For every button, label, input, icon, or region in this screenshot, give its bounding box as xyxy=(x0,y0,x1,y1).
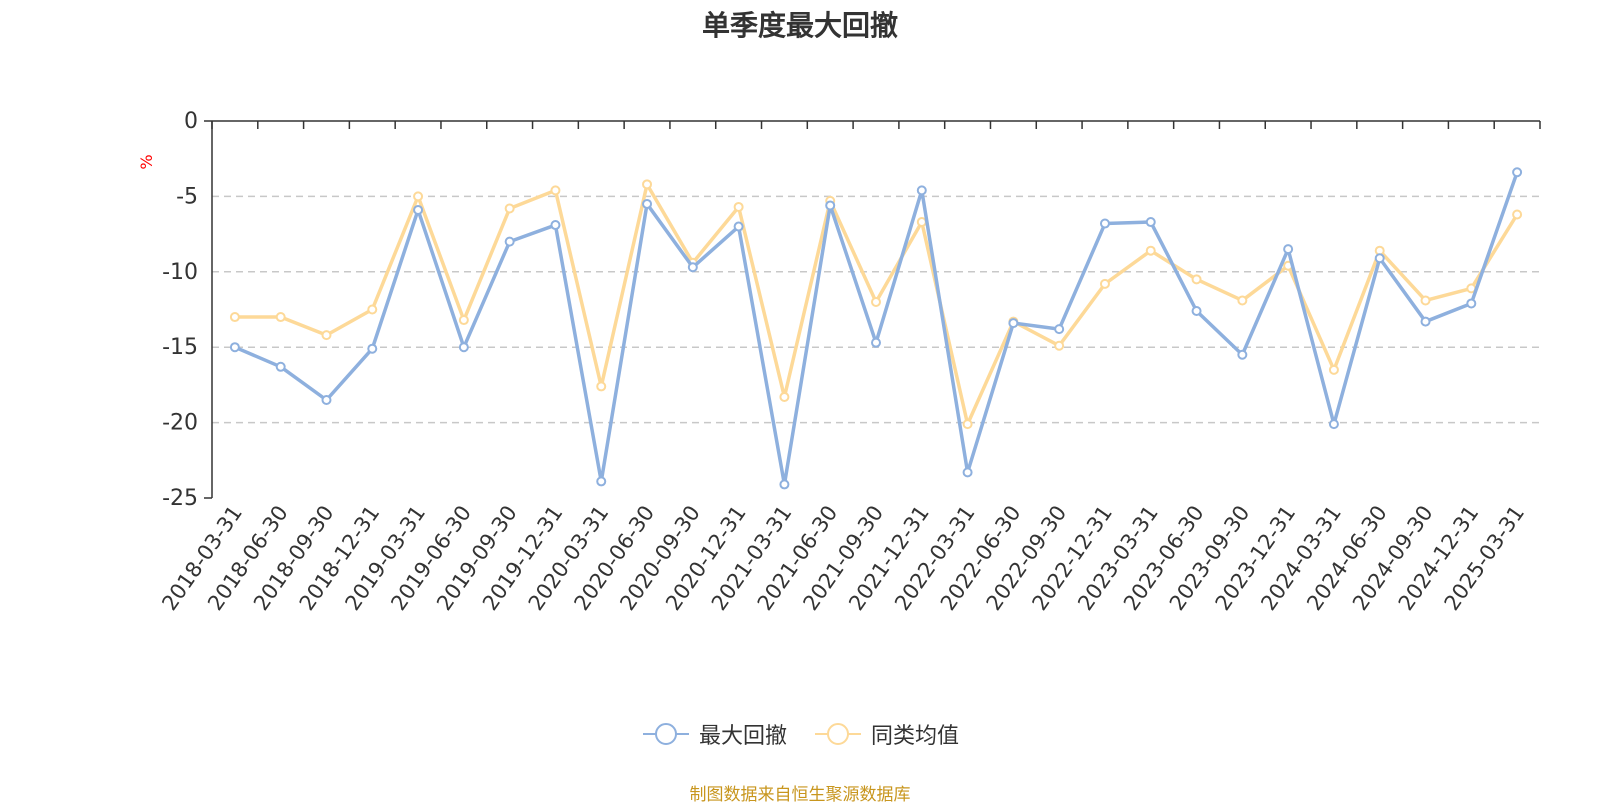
data-point-peer-average xyxy=(504,203,515,214)
data-point-peer-average xyxy=(962,419,973,430)
data-point-drawdown xyxy=(504,236,515,247)
y-tick-label: 0 xyxy=(184,109,198,134)
data-point-drawdown xyxy=(413,204,424,215)
data-point-drawdown xyxy=(1283,244,1294,255)
y-axis-label: % xyxy=(137,154,156,169)
data-point-drawdown xyxy=(1374,253,1385,264)
data-point-peer-average xyxy=(1099,278,1110,289)
data-point-drawdown xyxy=(596,476,607,487)
legend-item-peer-average[interactable]: 同类均值 xyxy=(813,718,959,750)
data-point-peer-average xyxy=(916,217,927,228)
data-point-drawdown xyxy=(1054,324,1065,335)
y-tick-label: -10 xyxy=(162,260,198,285)
data-point-drawdown xyxy=(1099,218,1110,229)
data-point-peer-average xyxy=(458,315,469,326)
data-point-peer-average xyxy=(275,312,286,323)
data-point-peer-average xyxy=(1145,245,1156,256)
data-point-peer-average xyxy=(413,191,424,202)
data-point-drawdown xyxy=(687,262,698,273)
data-point-drawdown xyxy=(825,200,836,211)
data-point-peer-average xyxy=(321,330,332,341)
y-tick-label: -5 xyxy=(176,184,198,209)
data-point-peer-average xyxy=(1237,295,1248,306)
legend: 最大回撤 同类均值 xyxy=(0,718,1600,750)
source-note: 制图数据来自恒生聚源数据库 xyxy=(689,785,911,805)
data-point-drawdown xyxy=(458,342,469,353)
data-point-peer-average xyxy=(1191,274,1202,285)
legend-item-drawdown[interactable]: 最大回撤 xyxy=(641,718,787,750)
legend-marker-peer-average xyxy=(815,723,861,745)
y-tick-label: -20 xyxy=(162,411,198,436)
data-point-drawdown xyxy=(1420,316,1431,327)
data-point-peer-average xyxy=(550,185,561,196)
data-point-peer-average xyxy=(1512,209,1523,220)
data-point-drawdown xyxy=(229,342,240,353)
legend-label-peer-average: 同类均值 xyxy=(871,724,960,749)
data-point-drawdown xyxy=(1008,318,1019,329)
legend-label-drawdown: 最大回撤 xyxy=(698,724,787,749)
data-point-drawdown xyxy=(1237,349,1248,360)
y-tick-label: -15 xyxy=(162,335,198,360)
data-point-drawdown xyxy=(1191,306,1202,317)
data-point-drawdown xyxy=(871,337,881,348)
data-point-drawdown xyxy=(642,198,653,209)
data-point-peer-average xyxy=(871,296,881,307)
data-point-drawdown xyxy=(275,361,286,372)
data-point-peer-average xyxy=(1420,295,1431,306)
data-point-drawdown xyxy=(1328,419,1339,430)
data-point-drawdown xyxy=(962,467,973,478)
data-point-drawdown xyxy=(916,185,927,196)
data-point-drawdown xyxy=(1466,298,1477,309)
data-point-peer-average xyxy=(642,179,653,190)
data-point-peer-average xyxy=(229,312,240,323)
data-point-peer-average xyxy=(779,391,790,402)
data-point-peer-average xyxy=(1328,364,1339,375)
legend-marker-drawdown xyxy=(642,723,689,745)
data-point-peer-average xyxy=(596,381,607,392)
chart-title: 单季度最大回撤 xyxy=(701,9,898,42)
data-point-drawdown xyxy=(321,394,332,405)
data-point-drawdown xyxy=(1145,217,1156,228)
data-point-drawdown xyxy=(733,221,744,232)
data-point-drawdown xyxy=(550,220,561,231)
data-point-peer-average xyxy=(1054,340,1065,351)
y-tick-label: -25 xyxy=(162,486,198,511)
data-point-drawdown xyxy=(1512,167,1523,178)
data-point-drawdown xyxy=(779,479,790,490)
data-point-peer-average xyxy=(733,201,744,212)
data-point-drawdown xyxy=(367,343,378,354)
data-point-peer-average xyxy=(367,304,378,315)
